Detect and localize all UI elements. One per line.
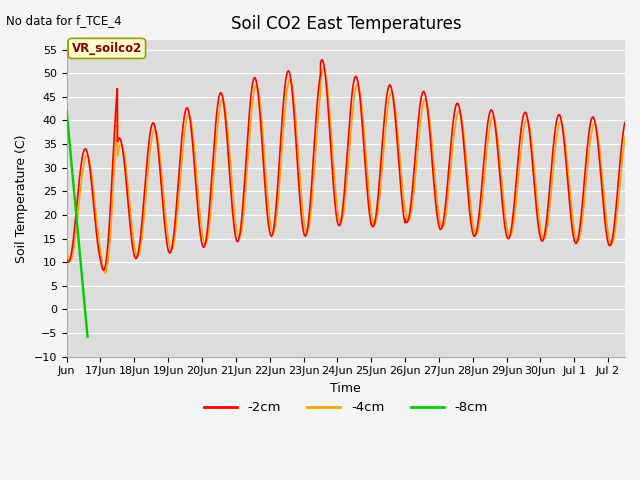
Y-axis label: Soil Temperature (C): Soil Temperature (C) bbox=[15, 134, 28, 263]
Title: Soil CO2 East Temperatures: Soil CO2 East Temperatures bbox=[230, 15, 461, 33]
Legend: -2cm, -4cm, -8cm: -2cm, -4cm, -8cm bbox=[199, 396, 493, 420]
Text: No data for f_TCE_4: No data for f_TCE_4 bbox=[6, 14, 122, 27]
X-axis label: Time: Time bbox=[330, 382, 361, 395]
Text: VR_soilco2: VR_soilco2 bbox=[72, 42, 142, 55]
